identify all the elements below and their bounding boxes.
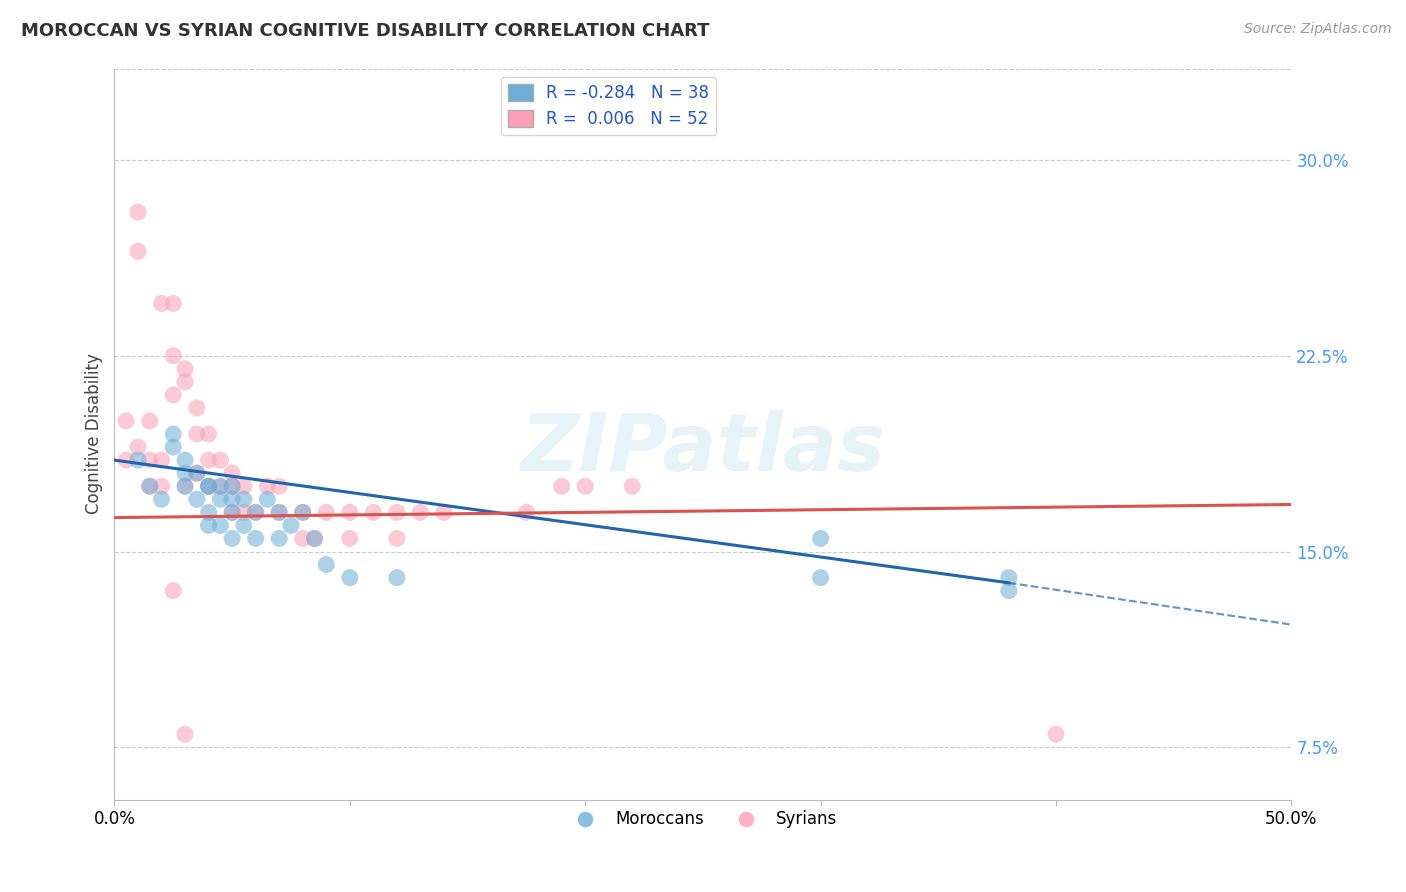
Point bbox=[209, 518, 232, 533]
Point bbox=[304, 532, 326, 546]
Point bbox=[127, 440, 149, 454]
Point bbox=[621, 479, 644, 493]
Point bbox=[304, 532, 326, 546]
Point bbox=[174, 727, 197, 741]
Point bbox=[209, 479, 232, 493]
Point bbox=[256, 492, 278, 507]
Point bbox=[221, 532, 243, 546]
Point bbox=[174, 466, 197, 480]
Point bbox=[269, 505, 291, 519]
Point bbox=[197, 479, 219, 493]
Point bbox=[269, 505, 291, 519]
Point bbox=[115, 453, 138, 467]
Point bbox=[174, 453, 197, 467]
Point bbox=[515, 505, 537, 519]
Point bbox=[174, 479, 197, 493]
Point bbox=[162, 349, 184, 363]
Point bbox=[245, 505, 267, 519]
Point bbox=[232, 479, 254, 493]
Legend: Moroccans, Syrians: Moroccans, Syrians bbox=[562, 804, 844, 835]
Point bbox=[810, 532, 832, 546]
Point bbox=[221, 505, 243, 519]
Point bbox=[138, 453, 160, 467]
Point bbox=[315, 505, 337, 519]
Point bbox=[291, 505, 314, 519]
Point bbox=[127, 244, 149, 259]
Point bbox=[150, 492, 173, 507]
Point bbox=[174, 479, 197, 493]
Point bbox=[363, 505, 385, 519]
Point bbox=[221, 466, 243, 480]
Point bbox=[998, 571, 1021, 585]
Point bbox=[150, 453, 173, 467]
Point bbox=[232, 492, 254, 507]
Point bbox=[221, 505, 243, 519]
Point bbox=[810, 571, 832, 585]
Point bbox=[269, 479, 291, 493]
Point bbox=[433, 505, 456, 519]
Point bbox=[269, 532, 291, 546]
Point bbox=[138, 479, 160, 493]
Point bbox=[127, 453, 149, 467]
Point bbox=[232, 518, 254, 533]
Text: MOROCCAN VS SYRIAN COGNITIVE DISABILITY CORRELATION CHART: MOROCCAN VS SYRIAN COGNITIVE DISABILITY … bbox=[21, 22, 710, 40]
Point bbox=[291, 505, 314, 519]
Text: Source: ZipAtlas.com: Source: ZipAtlas.com bbox=[1244, 22, 1392, 37]
Point bbox=[339, 571, 361, 585]
Point bbox=[197, 479, 219, 493]
Point bbox=[150, 296, 173, 310]
Point bbox=[162, 388, 184, 402]
Point bbox=[186, 427, 208, 442]
Point bbox=[162, 583, 184, 598]
Point bbox=[174, 361, 197, 376]
Point bbox=[162, 427, 184, 442]
Point bbox=[162, 440, 184, 454]
Point bbox=[197, 427, 219, 442]
Y-axis label: Cognitive Disability: Cognitive Disability bbox=[86, 353, 103, 515]
Point bbox=[385, 571, 408, 585]
Point bbox=[291, 532, 314, 546]
Point bbox=[574, 479, 596, 493]
Point bbox=[209, 492, 232, 507]
Point bbox=[280, 518, 302, 533]
Point bbox=[138, 479, 160, 493]
Point bbox=[197, 479, 219, 493]
Point bbox=[197, 453, 219, 467]
Point bbox=[315, 558, 337, 572]
Point bbox=[186, 492, 208, 507]
Point bbox=[127, 205, 149, 219]
Point bbox=[245, 532, 267, 546]
Text: ZIPatlas: ZIPatlas bbox=[520, 409, 886, 488]
Point bbox=[221, 479, 243, 493]
Point bbox=[409, 505, 432, 519]
Point bbox=[550, 479, 572, 493]
Point bbox=[998, 583, 1021, 598]
Point bbox=[256, 479, 278, 493]
Point bbox=[197, 518, 219, 533]
Point bbox=[138, 414, 160, 428]
Point bbox=[209, 453, 232, 467]
Point bbox=[197, 505, 219, 519]
Point bbox=[186, 466, 208, 480]
Point bbox=[1045, 727, 1067, 741]
Point bbox=[150, 479, 173, 493]
Point bbox=[162, 296, 184, 310]
Point bbox=[232, 505, 254, 519]
Point bbox=[339, 532, 361, 546]
Point bbox=[385, 532, 408, 546]
Point bbox=[209, 479, 232, 493]
Point bbox=[339, 505, 361, 519]
Point bbox=[221, 479, 243, 493]
Point bbox=[174, 375, 197, 389]
Point bbox=[186, 401, 208, 415]
Point bbox=[186, 466, 208, 480]
Point bbox=[221, 492, 243, 507]
Point bbox=[385, 505, 408, 519]
Point bbox=[115, 414, 138, 428]
Point bbox=[245, 505, 267, 519]
